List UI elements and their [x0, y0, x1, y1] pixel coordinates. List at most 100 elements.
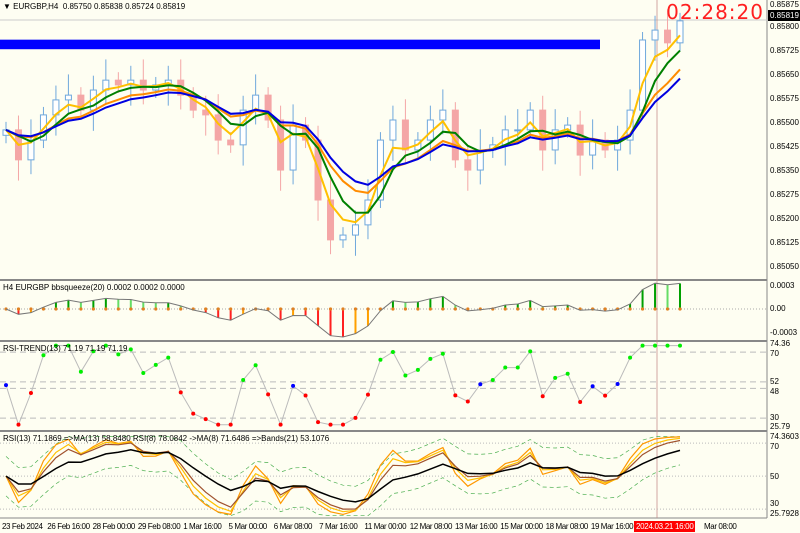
bbsqueeze-dot — [266, 307, 270, 311]
candle-body — [27, 139, 35, 161]
rsi-label: RSI(13) 71.1869 =>MA(13) 58.8480 RSI(8) … — [3, 434, 330, 443]
price-tick: 0.85050 — [770, 261, 799, 271]
bbsqueeze-dot — [179, 307, 183, 311]
bbsqueeze-dot — [91, 307, 95, 311]
bbsqueeze-dot — [503, 307, 507, 311]
time-tick: 28 Feb 00:00 — [92, 522, 136, 531]
rsi-trend-dot — [78, 369, 83, 374]
bbsqueeze-dot — [653, 307, 657, 311]
rsi-trend-dot — [503, 365, 508, 370]
rsi-trend-dot — [540, 394, 545, 399]
rsi-tick: 74.3603 — [770, 432, 799, 441]
rsi-trend-dot — [28, 391, 33, 396]
rsi-band-lower — [5, 464, 681, 517]
bbsqueeze-tick: 0.0003 — [770, 281, 795, 290]
bbsqueeze-label: H4 EURGBP bbsqueeze(20) 0.0002 0.0002 0.… — [3, 283, 185, 292]
price-tick: 0.85275 — [770, 189, 799, 199]
time-tick: 15 Mar 00:00 — [500, 522, 543, 531]
rsi-trend-dot — [203, 417, 208, 422]
bbsqueeze-dot — [216, 307, 220, 311]
bbsqueeze-dot — [41, 307, 46, 311]
bbsqueeze-dot — [466, 307, 470, 311]
price-tick: 0.85800 — [770, 22, 799, 31]
candle-body — [501, 129, 509, 146]
rsi-trend-dot — [515, 365, 520, 370]
rsi-trend-tick: 70 — [770, 349, 779, 358]
triangle-down-icon[interactable]: ▼ — [3, 2, 11, 11]
rsi-trend-dot — [153, 362, 158, 367]
rsi-band-upper — [5, 436, 680, 487]
chart-header: ▼ EURGBP,H4 0.85750 0.85838 0.85724 0.85… — [3, 2, 185, 11]
rsi-trend-tick: 74.36 — [770, 339, 791, 348]
bbsqueeze-dot — [204, 307, 208, 311]
candle-body — [227, 139, 235, 146]
time-tick: 29 Feb 08:00 — [137, 522, 181, 531]
bbsqueeze-dot — [278, 307, 283, 311]
rsi-trend-line — [5, 345, 680, 427]
price-tick: 0.85725 — [770, 46, 799, 56]
rsi-trend-dot — [291, 383, 296, 388]
price-tick: 0.85200 — [770, 213, 799, 223]
rsi-trend-dot — [365, 392, 370, 397]
bbsqueeze-dot — [154, 307, 158, 311]
bbsqueeze-dot — [316, 307, 320, 311]
bbsqueeze-dot — [553, 307, 557, 311]
ma-green-line — [5, 49, 681, 214]
candle-body — [114, 79, 122, 86]
rsi-trend-dot — [166, 355, 171, 360]
rsi-tick: 70 — [770, 442, 779, 451]
bbsqueeze-dot — [54, 307, 58, 311]
bbsqueeze-tick: -0.0003 — [770, 328, 798, 337]
bbsqueeze-dot — [129, 307, 133, 311]
bbsqueeze-dot — [229, 307, 233, 311]
rsi-trend-dot — [341, 422, 345, 427]
bbsqueeze-tick: 0.00 — [770, 304, 786, 313]
rsi-trend-dot — [41, 353, 46, 358]
ma-blue-line — [5, 77, 681, 186]
candle-body — [239, 109, 247, 146]
time-tick: 23 Feb 2024 — [2, 522, 43, 531]
rsi-tick: 50 — [770, 472, 779, 481]
symbol-label: EURGBP,H4 — [13, 2, 59, 11]
rsi-trend-dot — [465, 399, 470, 404]
rsi-trend-dot — [253, 363, 258, 368]
time-tick: Mar 08:00 — [704, 522, 737, 531]
rsi-trend-dot — [16, 422, 21, 427]
candle-body — [651, 29, 659, 41]
bbsqueeze-dot — [603, 307, 607, 311]
bbsqueeze-dot — [166, 307, 170, 311]
rsi-trend-dot — [128, 347, 133, 352]
rsi-trend-dot — [103, 343, 108, 348]
bbsqueeze-dot — [328, 307, 333, 311]
bbsqueeze-dot — [391, 307, 395, 311]
bbsqueeze-dot — [428, 307, 432, 311]
rsi-trend-dot — [141, 370, 146, 375]
bbsqueeze-dot — [665, 307, 670, 311]
rsi-trend-dot — [653, 343, 658, 348]
bbsqueeze-dot — [541, 307, 545, 311]
rsi-trend-dot — [216, 422, 221, 427]
rsi-trend-dot — [266, 392, 271, 397]
rsi-trend-dot — [478, 382, 483, 387]
time-tick: 1 Mar 16:00 — [183, 522, 222, 531]
rsi-trend-dot — [390, 350, 395, 355]
rsi-trend-dot — [628, 355, 633, 360]
rsi-trend-dot — [453, 393, 458, 398]
rsi-trend-dot — [228, 422, 233, 427]
candle-body — [676, 20, 684, 44]
supply-zone-rect — [0, 39, 600, 50]
rsi-trend-dot — [490, 378, 495, 383]
rsi-trend-dot — [191, 411, 196, 416]
rsi-trend-dot — [303, 393, 308, 398]
rsi-trend-dot — [66, 343, 71, 348]
rsi-trend-dot — [378, 357, 383, 362]
price-tick: 0.85350 — [770, 165, 799, 175]
rsi-trend-dot — [553, 375, 558, 380]
rsi-tick: 30 — [770, 499, 779, 508]
rsi-trend-dot — [640, 343, 645, 348]
ma-mid-line — [5, 68, 681, 194]
rsi-trend-dot — [116, 352, 121, 357]
rsi-trend-dot — [415, 367, 420, 372]
rsi-trend-dot — [440, 351, 445, 356]
